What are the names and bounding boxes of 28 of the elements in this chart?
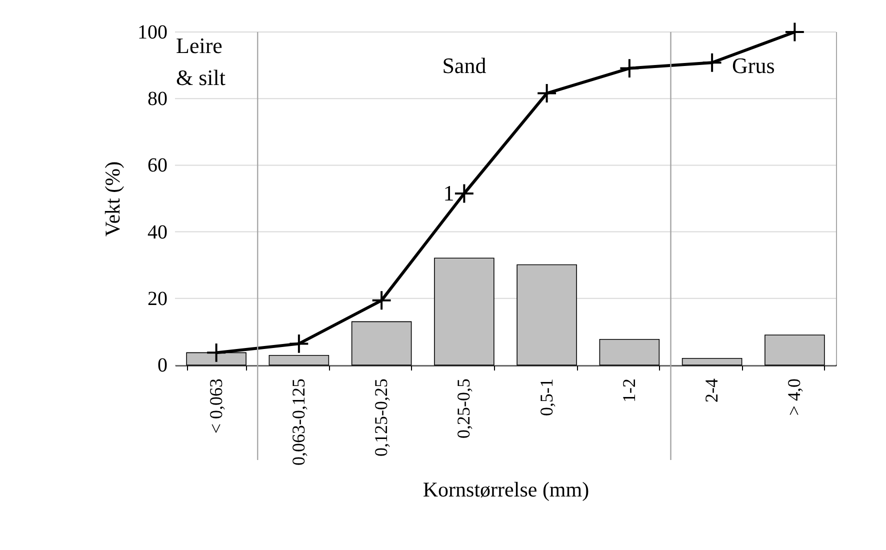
band-label: Sand	[442, 53, 486, 78]
x-axis-title: Kornstørrelse (mm)	[422, 477, 590, 502]
y-axis-title: Vekt (%)	[100, 161, 124, 237]
band-label: Leire & silt	[176, 33, 226, 90]
y-tick-label: 100	[138, 22, 168, 44]
point	[371, 290, 392, 311]
x-tick-label: 0,25-0,5	[454, 378, 474, 438]
y-tick-label: 0	[158, 354, 168, 376]
point	[454, 183, 474, 204]
x-tick-label: 2-4	[702, 378, 722, 402]
y-tick-label: 60	[148, 154, 168, 177]
y-tick-label: 40	[148, 221, 168, 244]
point	[784, 22, 805, 42]
x-tick-label: 0,5-1	[536, 378, 556, 416]
y-tick-label: 20	[148, 288, 168, 310]
point	[288, 333, 310, 354]
point	[206, 342, 227, 363]
x-tick-label: 1-2	[618, 378, 639, 402]
y-tick-label: 80	[148, 88, 168, 110]
point	[702, 52, 722, 73]
x-tick-label: > 4,0	[784, 378, 804, 416]
annotation: 1	[443, 180, 454, 206]
x-tick-label: 0,125-0,25	[371, 378, 392, 456]
x-tick-label: 0,063-0,125	[288, 378, 308, 466]
point	[619, 58, 640, 79]
band-label: Grus	[732, 53, 775, 78]
point	[536, 83, 558, 104]
x-tick-label: < 0,063	[206, 378, 226, 434]
